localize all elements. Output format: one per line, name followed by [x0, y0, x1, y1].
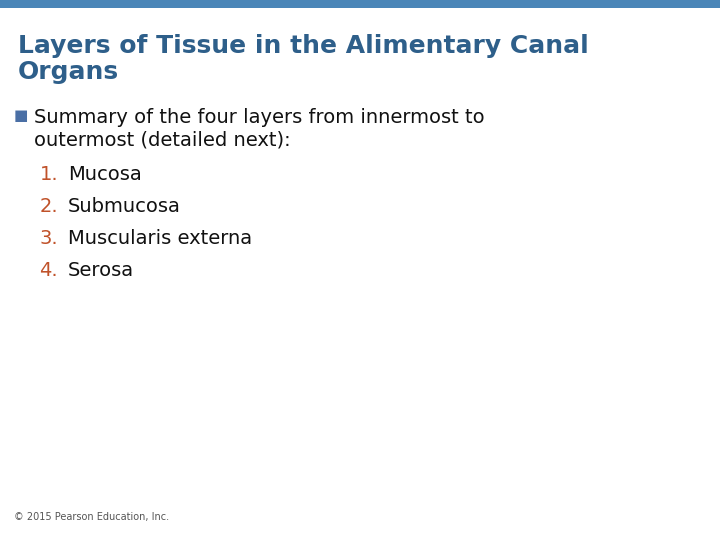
- Text: 3.: 3.: [40, 229, 58, 248]
- Text: Submucosa: Submucosa: [68, 197, 181, 216]
- Text: 2.: 2.: [40, 197, 58, 216]
- Text: © 2015 Pearson Education, Inc.: © 2015 Pearson Education, Inc.: [14, 512, 169, 522]
- Text: Mucosa: Mucosa: [68, 165, 142, 184]
- Text: ■: ■: [14, 108, 28, 123]
- Text: Summary of the four layers from innermost to: Summary of the four layers from innermos…: [34, 108, 485, 127]
- Text: outermost (detailed next):: outermost (detailed next):: [34, 130, 291, 149]
- Text: Layers of Tissue in the Alimentary Canal: Layers of Tissue in the Alimentary Canal: [18, 34, 589, 58]
- Text: Muscularis externa: Muscularis externa: [68, 229, 252, 248]
- Text: Serosa: Serosa: [68, 261, 134, 280]
- Text: 1.: 1.: [40, 165, 58, 184]
- Text: 4.: 4.: [40, 261, 58, 280]
- Text: Organs: Organs: [18, 60, 119, 84]
- Bar: [0, 0, 720, 8]
